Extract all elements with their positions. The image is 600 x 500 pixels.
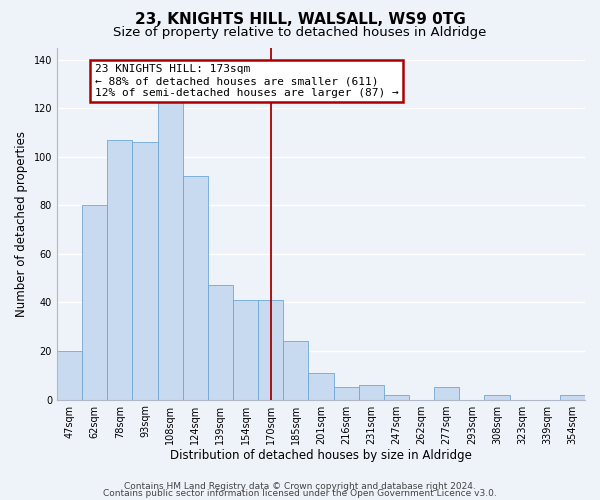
Bar	[233, 300, 258, 400]
Bar	[258, 300, 283, 400]
Bar	[133, 142, 158, 400]
Bar	[384, 394, 409, 400]
Bar	[158, 74, 182, 400]
Y-axis label: Number of detached properties: Number of detached properties	[15, 130, 28, 316]
Bar	[359, 385, 384, 400]
Text: Contains public sector information licensed under the Open Government Licence v3: Contains public sector information licen…	[103, 489, 497, 498]
Bar	[434, 388, 459, 400]
Bar	[560, 394, 585, 400]
X-axis label: Distribution of detached houses by size in Aldridge: Distribution of detached houses by size …	[170, 450, 472, 462]
Bar	[484, 394, 509, 400]
Bar	[57, 351, 82, 400]
Text: 23, KNIGHTS HILL, WALSALL, WS9 0TG: 23, KNIGHTS HILL, WALSALL, WS9 0TG	[134, 12, 466, 28]
Bar	[182, 176, 208, 400]
Bar	[208, 286, 233, 400]
Text: Contains HM Land Registry data © Crown copyright and database right 2024.: Contains HM Land Registry data © Crown c…	[124, 482, 476, 491]
Bar	[308, 373, 334, 400]
Bar	[334, 388, 359, 400]
Bar	[283, 342, 308, 400]
Bar	[107, 140, 133, 400]
Text: Size of property relative to detached houses in Aldridge: Size of property relative to detached ho…	[113, 26, 487, 39]
Text: 23 KNIGHTS HILL: 173sqm
← 88% of detached houses are smaller (611)
12% of semi-d: 23 KNIGHTS HILL: 173sqm ← 88% of detache…	[95, 64, 398, 98]
Bar	[82, 206, 107, 400]
